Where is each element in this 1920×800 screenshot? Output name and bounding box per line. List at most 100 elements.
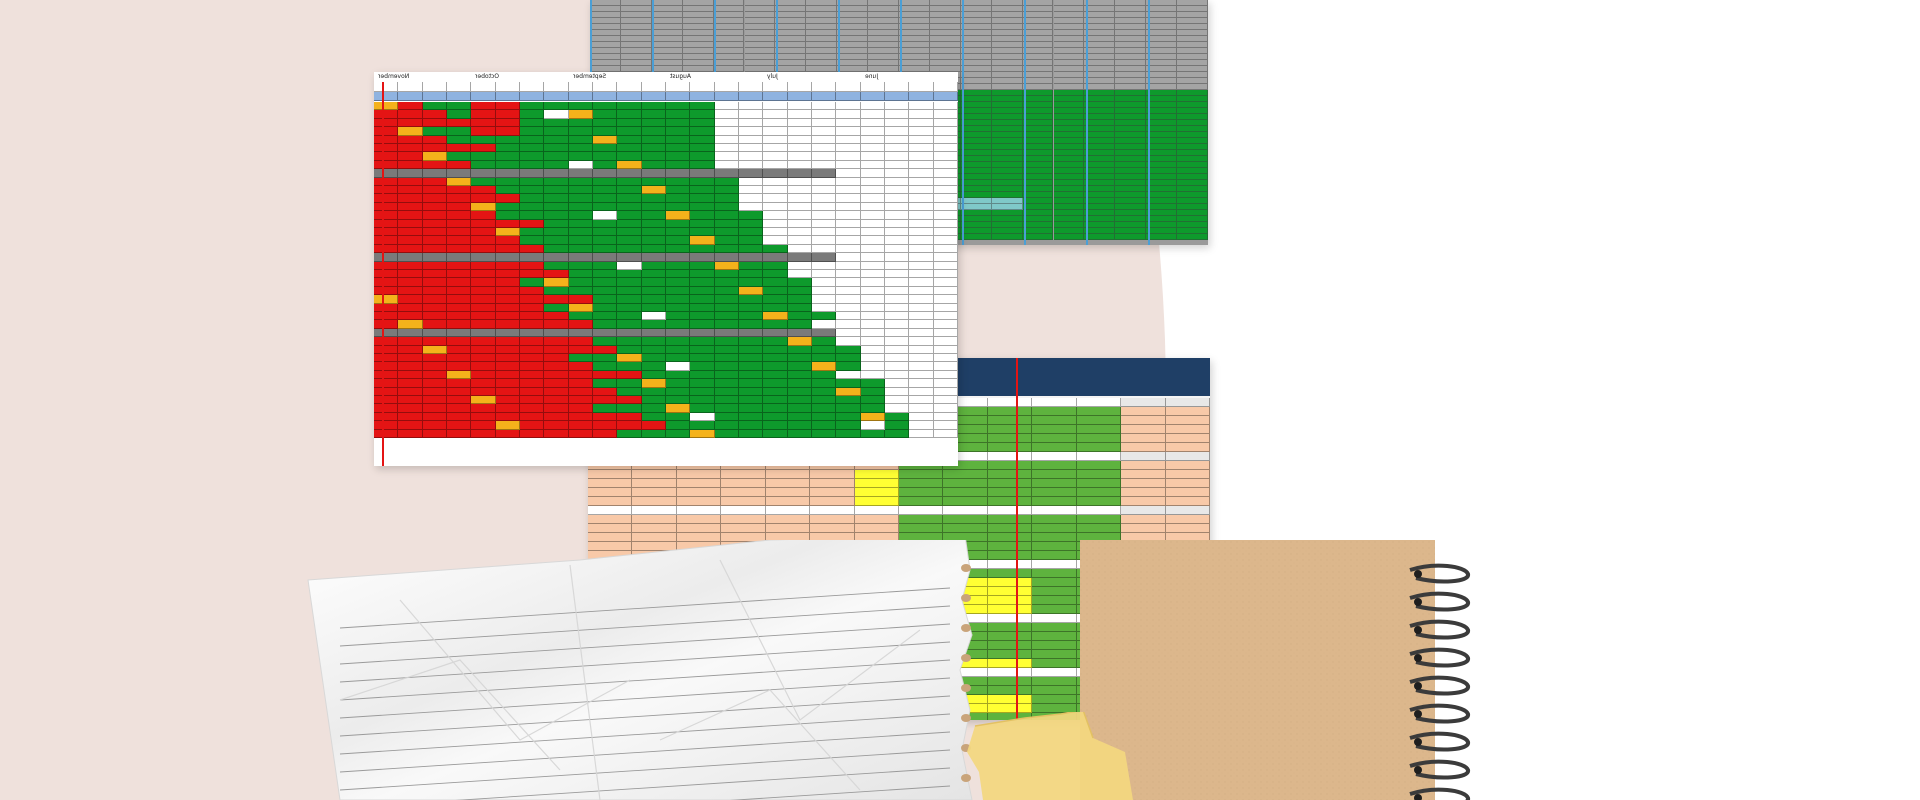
schedule-cell — [933, 354, 958, 363]
schedule-cell — [909, 177, 934, 186]
schedule-cell — [568, 160, 593, 170]
top-sheet-cell — [960, 132, 992, 138]
schedule-cell — [520, 102, 545, 111]
schedule-cell — [666, 202, 691, 212]
schedule-cell — [787, 387, 812, 396]
schedule-cell — [933, 345, 958, 354]
top-sheet-cell — [1146, 120, 1178, 126]
schedule-cell — [641, 160, 666, 170]
schedule-cell — [593, 345, 618, 354]
schedule-cell — [398, 202, 423, 212]
top-sheet-cell — [1084, 36, 1116, 42]
top-sheet-cell — [1084, 24, 1116, 30]
schedule-cell — [398, 261, 423, 270]
top-sheet-cell — [991, 66, 1023, 72]
schedule-cell — [495, 362, 520, 371]
schedule-cell — [787, 244, 812, 254]
schedule-cell — [836, 253, 861, 262]
schedule-cell — [495, 219, 520, 228]
schedule-cell — [714, 211, 739, 220]
schedule-cell — [398, 194, 423, 203]
schedule-cell — [593, 102, 618, 111]
top-sheet-cell — [806, 54, 838, 60]
schedule-cell — [690, 194, 715, 203]
schedule-cell — [617, 160, 642, 170]
lower-sheet-cell — [721, 479, 766, 488]
top-sheet-cell — [775, 42, 807, 48]
schedule-cell — [447, 270, 472, 279]
schedule-cell — [909, 328, 934, 338]
schedule-cell — [422, 312, 447, 321]
top-sheet-cell — [1177, 180, 1208, 186]
top-sheet-cell — [1115, 108, 1147, 114]
top-sheet-cell — [960, 12, 992, 18]
date-header-cell — [471, 82, 496, 92]
schedule-cell — [617, 228, 642, 237]
schedule-cell — [812, 152, 837, 161]
top-sheet-cell — [991, 114, 1023, 120]
schedule-cell — [520, 370, 545, 380]
top-sheet-cell — [1022, 156, 1054, 162]
top-sheet-cell — [1177, 108, 1208, 114]
schedule-cell — [544, 177, 569, 186]
schedule-cell — [520, 345, 545, 354]
schedule-cell — [398, 118, 423, 128]
schedule-cell — [739, 295, 764, 304]
schedule-cell — [739, 370, 764, 380]
code-header-cell — [422, 92, 447, 101]
lower-sheet-cell — [1165, 497, 1210, 506]
code-header-cell — [787, 92, 812, 101]
schedule-cell — [568, 429, 593, 438]
schedule-cell — [666, 429, 691, 438]
schedule-cell — [422, 379, 447, 388]
date-header-cell — [885, 82, 910, 92]
top-sheet-cell — [1053, 6, 1085, 12]
top-sheet-cell — [899, 0, 930, 6]
schedule-cell — [763, 177, 788, 186]
lower-sheet-cell — [987, 434, 1033, 443]
schedule-cell — [739, 236, 764, 245]
schedule-cell — [812, 312, 837, 321]
lower-sheet-cell — [1121, 434, 1166, 443]
schedule-cell — [787, 135, 812, 144]
schedule-cell — [544, 110, 569, 119]
lower-sheet-cell — [810, 488, 855, 497]
lower-sheet-cell — [1165, 452, 1210, 461]
code-header-cell — [812, 92, 837, 101]
lower-sheet-cell — [765, 479, 811, 488]
schedule-cell — [568, 253, 593, 262]
top-sheet-cell — [1177, 144, 1208, 150]
schedule-cell — [666, 236, 691, 245]
top-sheet-cell — [868, 24, 899, 30]
schedule-cell — [617, 110, 642, 119]
lower-sheet-cell — [1032, 452, 1077, 461]
schedule-cell — [617, 286, 642, 296]
schedule-cell — [641, 370, 666, 380]
top-sheet-cell — [651, 12, 683, 18]
schedule-cell — [398, 303, 423, 312]
top-sheet-cell — [960, 192, 992, 198]
schedule-cell — [812, 328, 837, 338]
schedule-cell — [422, 412, 447, 422]
schedule-cell — [690, 177, 715, 186]
top-sheet-cell — [1053, 174, 1085, 180]
schedule-cell — [860, 387, 885, 396]
schedule-cell — [812, 160, 837, 170]
schedule-cell — [520, 337, 545, 346]
schedule-cell — [714, 152, 739, 161]
schedule-cell — [666, 211, 691, 220]
schedule-cell — [617, 236, 642, 245]
top-sheet-cell — [1115, 72, 1147, 78]
top-sheet-cell — [1115, 138, 1147, 144]
lower-sheet-cell — [810, 479, 855, 488]
schedule-cell — [495, 202, 520, 212]
schedule-cell — [933, 421, 958, 430]
top-sheet-cell — [590, 6, 621, 12]
top-sheet-cell — [806, 12, 838, 18]
schedule-cell — [787, 396, 812, 405]
schedule-cell — [398, 370, 423, 380]
schedule-cell — [909, 102, 934, 111]
schedule-cell — [666, 118, 691, 128]
schedule-cell — [787, 429, 812, 438]
lower-sheet-cell — [1032, 605, 1077, 614]
